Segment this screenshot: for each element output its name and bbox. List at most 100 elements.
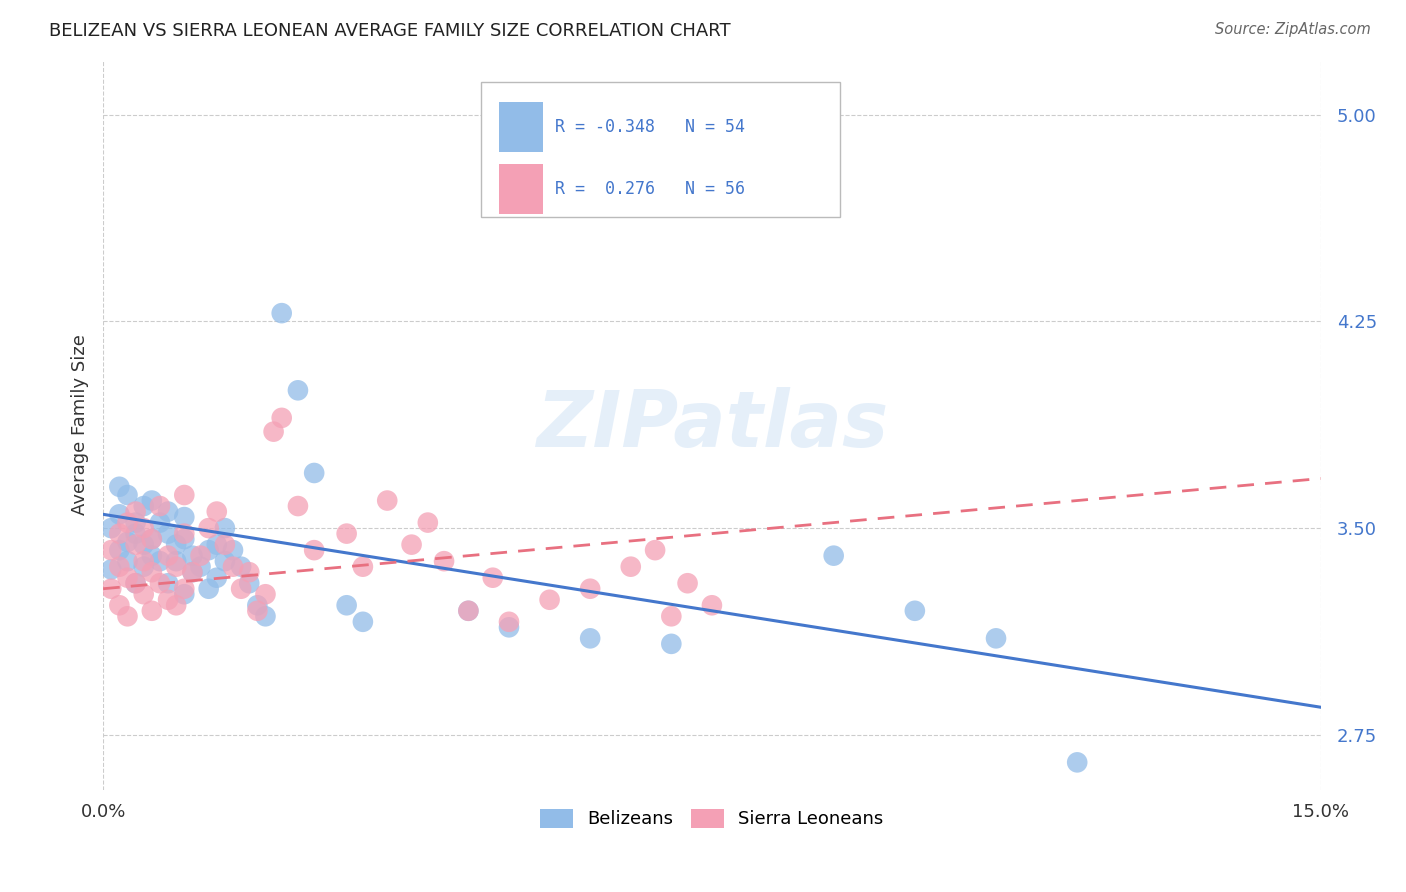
Point	[270, 410, 292, 425]
Point	[238, 576, 260, 591]
Point	[181, 549, 204, 563]
Text: ZIPatlas: ZIPatlas	[536, 387, 889, 463]
Point	[302, 543, 325, 558]
Point	[205, 571, 228, 585]
Text: R =  0.276   N = 56: R = 0.276 N = 56	[555, 180, 745, 198]
Text: R = -0.348   N = 54: R = -0.348 N = 54	[555, 118, 745, 136]
Point	[214, 521, 236, 535]
Point	[108, 543, 131, 558]
Point	[676, 576, 699, 591]
Point	[190, 549, 212, 563]
Point	[659, 637, 682, 651]
Point	[141, 549, 163, 563]
Point	[124, 505, 146, 519]
Point	[287, 499, 309, 513]
Point	[190, 559, 212, 574]
Point	[904, 604, 927, 618]
Point	[498, 615, 520, 629]
Point	[149, 554, 172, 568]
Point	[141, 532, 163, 546]
Point	[132, 554, 155, 568]
Point	[416, 516, 439, 530]
Point	[157, 592, 180, 607]
Point	[1066, 756, 1088, 770]
Point	[141, 532, 163, 546]
Point	[157, 505, 180, 519]
Legend: Belizeans, Sierra Leoneans: Belizeans, Sierra Leoneans	[533, 802, 891, 836]
Point	[498, 620, 520, 634]
Point	[165, 538, 187, 552]
Point	[433, 554, 456, 568]
Point	[214, 538, 236, 552]
Point	[181, 565, 204, 579]
Point	[149, 499, 172, 513]
Point	[457, 604, 479, 618]
Point	[375, 493, 398, 508]
Point	[173, 510, 195, 524]
Point	[352, 559, 374, 574]
Point	[141, 493, 163, 508]
Point	[132, 559, 155, 574]
Point	[149, 576, 172, 591]
Point	[270, 306, 292, 320]
Y-axis label: Average Family Size: Average Family Size	[72, 334, 89, 516]
Point	[214, 554, 236, 568]
Point	[254, 609, 277, 624]
Point	[287, 384, 309, 398]
Point	[117, 609, 139, 624]
Point	[124, 576, 146, 591]
Point	[132, 538, 155, 552]
Point	[124, 516, 146, 530]
Point	[246, 599, 269, 613]
Point	[579, 582, 602, 596]
Point	[700, 599, 723, 613]
Point	[165, 599, 187, 613]
Point	[457, 604, 479, 618]
Point	[132, 521, 155, 535]
Point	[100, 521, 122, 535]
Point	[823, 549, 845, 563]
Point	[117, 516, 139, 530]
Point	[173, 488, 195, 502]
Point	[124, 538, 146, 552]
Point	[481, 571, 503, 585]
Point	[124, 576, 146, 591]
Point	[149, 516, 172, 530]
Point	[984, 632, 1007, 646]
Point	[132, 587, 155, 601]
Point	[100, 562, 122, 576]
Point	[246, 604, 269, 618]
Text: Source: ZipAtlas.com: Source: ZipAtlas.com	[1215, 22, 1371, 37]
Point	[132, 499, 155, 513]
Point	[263, 425, 285, 439]
FancyBboxPatch shape	[499, 164, 543, 214]
Point	[100, 543, 122, 558]
FancyBboxPatch shape	[499, 102, 543, 153]
Point	[197, 543, 219, 558]
Point	[173, 526, 195, 541]
Point	[165, 559, 187, 574]
Point	[222, 559, 245, 574]
Point	[108, 599, 131, 613]
Point	[336, 526, 359, 541]
Point	[108, 526, 131, 541]
Point	[117, 534, 139, 549]
Point	[181, 565, 204, 579]
Point	[620, 559, 643, 574]
Point	[173, 532, 195, 546]
Point	[401, 538, 423, 552]
Point	[141, 565, 163, 579]
Point	[644, 543, 666, 558]
Point	[173, 587, 195, 601]
Point	[352, 615, 374, 629]
Point	[659, 609, 682, 624]
Point	[117, 554, 139, 568]
Point	[165, 554, 187, 568]
Point	[538, 592, 561, 607]
Point	[238, 565, 260, 579]
Point	[108, 508, 131, 522]
FancyBboxPatch shape	[481, 81, 839, 217]
Point	[302, 466, 325, 480]
Point	[205, 505, 228, 519]
Point	[173, 582, 195, 596]
